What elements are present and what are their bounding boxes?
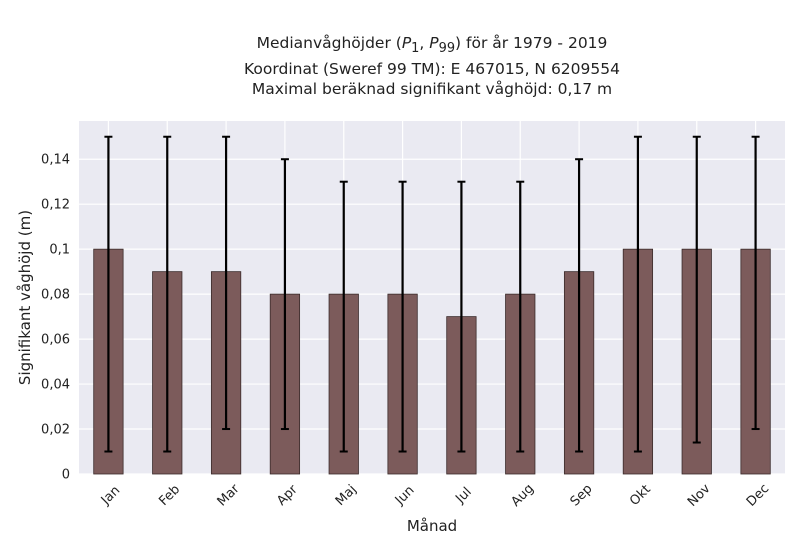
x-tick-label: Okt: [627, 482, 654, 509]
x-tick-label: Maj: [333, 482, 360, 509]
x-tick-label: Aug: [508, 481, 537, 510]
x-tick-label: Jun: [392, 483, 418, 509]
chart-title-line-3: Maximal beräknad signifikant våghöjd: 0,…: [251, 80, 613, 99]
y-tick-label: 0,04: [41, 378, 70, 393]
chart-title-line-2: Koordinat (Sweref 99 TM): E 467015, N 62…: [244, 60, 620, 79]
x-tick-label: Jul: [452, 485, 474, 507]
x-tick-label: Sep: [568, 482, 596, 510]
chart-title: Medianvåghöjder (P1, P99) för år 1979 - …: [0, 33, 800, 99]
x-tick-label: Apr: [274, 482, 301, 509]
y-tick-label: 0,02: [41, 423, 70, 438]
y-tick-label: 0,12: [41, 198, 70, 213]
y-tick-label: 0,06: [41, 333, 70, 348]
chart-title-line-1: Medianvåghöjder (P1, P99) för år 1979 - …: [256, 34, 608, 57]
x-tick-label: Jan: [98, 483, 123, 508]
x-axis-label: Månad: [407, 517, 457, 535]
x-tick-label: Feb: [156, 482, 183, 509]
y-axis-label: Signifikant våghöjd (m): [16, 210, 34, 385]
x-tick-label: Mar: [215, 481, 243, 509]
y-tick-label: 0,08: [41, 288, 70, 303]
y-tick-label: 0,14: [41, 153, 70, 168]
y-tick-label: 0: [62, 468, 70, 483]
y-tick-label: 0,1: [49, 243, 70, 258]
x-tick-label: Nov: [685, 481, 714, 510]
plot-background: [79, 121, 785, 474]
x-tick-label: Dec: [744, 481, 772, 509]
